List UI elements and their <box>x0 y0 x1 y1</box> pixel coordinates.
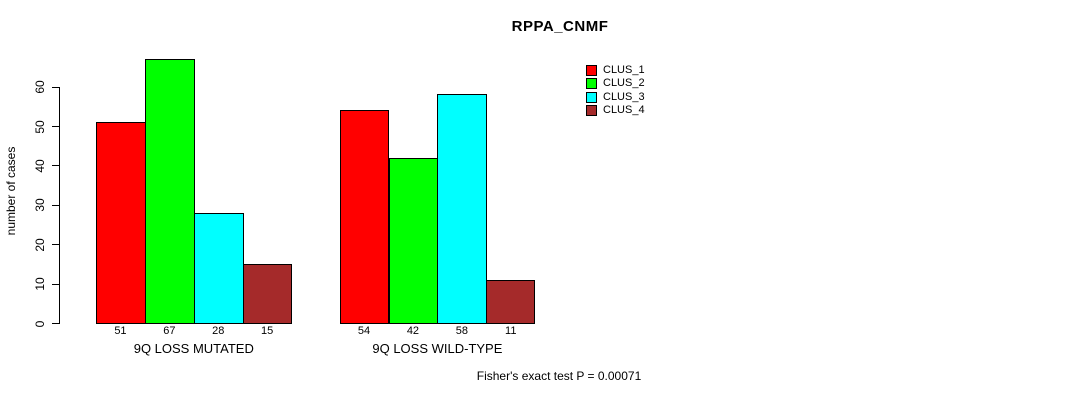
bar <box>437 94 488 324</box>
bar <box>96 122 146 324</box>
y-tick-label: 60 <box>33 80 47 94</box>
y-tick-label: 10 <box>33 277 47 291</box>
y-axis-label: number of cases <box>4 146 18 236</box>
legend-label: CLUS_3 <box>603 90 645 103</box>
y-tick <box>52 86 59 88</box>
y-tick <box>52 165 59 167</box>
legend-label: CLUS_4 <box>603 103 645 116</box>
bar-value-label: 67 <box>163 325 176 337</box>
bar <box>388 157 439 324</box>
y-axis-line <box>59 86 60 324</box>
legend-item: CLUS_3 <box>586 91 645 104</box>
footnote: Fisher's exact test P = 0.00071 <box>476 369 642 383</box>
legend-item: CLUS_4 <box>586 104 645 117</box>
legend-item: CLUS_1 <box>586 64 645 77</box>
y-tick <box>52 204 59 206</box>
bar-value-label: 15 <box>261 325 274 337</box>
y-tick <box>52 126 59 127</box>
y-tick <box>52 244 59 246</box>
legend-label: CLUS_1 <box>603 64 645 76</box>
x-group-label: 9Q LOSS WILD-TYPE <box>372 341 503 356</box>
legend-item: CLUS_2 <box>586 77 645 90</box>
y-tick-label: 50 <box>33 119 47 134</box>
bar <box>242 263 292 324</box>
legend-label: CLUS_2 <box>603 77 645 90</box>
legend-swatch <box>586 65 597 76</box>
bar-value-label: 11 <box>505 325 517 337</box>
bar-value-label: 42 <box>406 325 420 337</box>
y-tick-label: 30 <box>33 198 47 212</box>
bar <box>339 110 390 324</box>
legend-swatch <box>586 91 597 103</box>
y-tick-label: 40 <box>33 159 47 173</box>
bar-value-label: 28 <box>212 325 225 337</box>
bar <box>193 212 244 324</box>
x-group-label: 9Q LOSS MUTATED <box>133 341 254 356</box>
bar <box>486 279 536 324</box>
legend-swatch <box>586 104 597 116</box>
legend: CLUS_1 CLUS_2 CLUS_3 CLUS_4 <box>586 64 645 117</box>
y-tick <box>52 323 59 324</box>
y-tick <box>52 283 59 285</box>
legend-swatch <box>586 78 597 90</box>
bar-value-label: 51 <box>114 325 127 337</box>
y-tick-label: 0 <box>33 320 47 327</box>
bar-value-label: 54 <box>357 325 371 337</box>
y-tick-label: 20 <box>33 238 47 252</box>
bar-value-label: 58 <box>455 325 468 337</box>
bar <box>144 59 195 324</box>
chart-title: RPPA_CNMF <box>511 18 609 35</box>
